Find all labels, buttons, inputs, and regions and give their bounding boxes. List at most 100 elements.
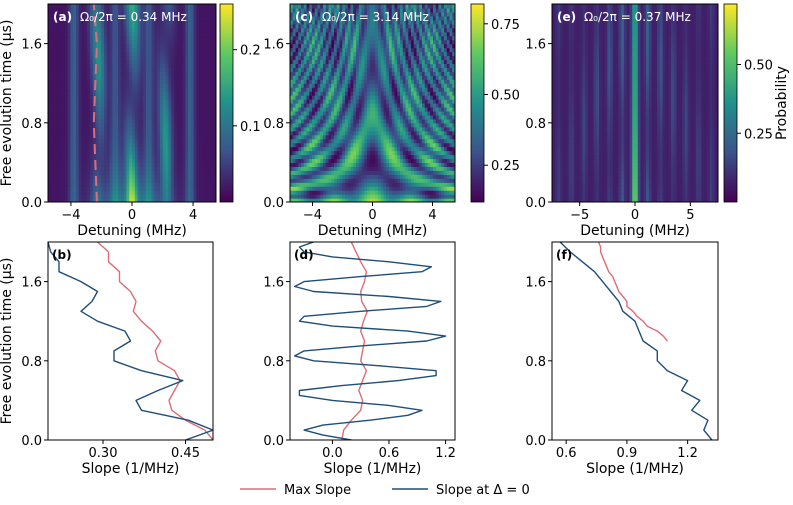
- heatmap-a-cell: [132, 7, 136, 13]
- heatmap-a-cell: [115, 51, 119, 57]
- heatmap-c-cell: [375, 178, 379, 183]
- heatmap-a-cell: [210, 190, 214, 195]
- heatmap-c-cell: [320, 87, 324, 92]
- heatmap-a-cell: [67, 47, 71, 53]
- heatmap-a-cell: [210, 35, 214, 41]
- heatmap-c-cell: [389, 130, 393, 136]
- heatmap-a-cell: [59, 75, 63, 80]
- heatmap-a-cell: [115, 114, 119, 120]
- heatmap-a-cell: [84, 75, 88, 80]
- heatmap-a-cell: [137, 67, 141, 72]
- heatmap-a-cell: [87, 103, 91, 108]
- heatmap-a-cell: [160, 138, 164, 144]
- heatmap-c-cell: [386, 146, 390, 152]
- heatmap-c-cell: [378, 130, 382, 136]
- heatmap-a-cell: [162, 174, 167, 179]
- heatmap-a-cell: [53, 122, 57, 128]
- heatmap-c-cell: [367, 75, 371, 80]
- heatmap-a-cell: [92, 182, 97, 187]
- heatmap-a-cell: [134, 146, 139, 152]
- heatmap-c-cell: [328, 138, 332, 144]
- heatmap-a-cell: [129, 142, 133, 148]
- heatmap-c-cell: [298, 103, 302, 108]
- heatmap-a-cell: [59, 106, 63, 112]
- heatmap-a-cell: [179, 23, 183, 29]
- heatmap-c-cell: [314, 198, 319, 202]
- heatmap-a-cell: [160, 114, 164, 120]
- heatmap-a-cell: [101, 63, 105, 68]
- heatmap-a-cell: [109, 91, 113, 96]
- heatmap-a-cell: [73, 39, 77, 45]
- heatmap-a-cell: [143, 79, 147, 84]
- heatmap-a-cell: [56, 35, 60, 41]
- heatmap-a-cell: [50, 99, 55, 104]
- heatmap-c-cell: [446, 182, 451, 187]
- heatmap-a-cell: [90, 198, 94, 202]
- heatmap-a-cell: [59, 7, 63, 13]
- heatmap-a-cell: [188, 158, 192, 163]
- heatmap-c-cell: [424, 110, 429, 116]
- heatmap-a-cell: [48, 118, 52, 124]
- heatmap-a-cell: [70, 174, 74, 179]
- heatmap-c-cell: [427, 146, 431, 152]
- heatmap-a-cell: [109, 158, 113, 163]
- heatmap-c-cell: [405, 190, 409, 195]
- heatmap-c-cell: [419, 91, 423, 96]
- heatmap-a-cell: [132, 142, 136, 148]
- heatmap-c-cell: [444, 106, 448, 112]
- heatmap-c-cell: [375, 83, 379, 88]
- heatmap-a-cell: [134, 39, 139, 45]
- heatmap-c-cell: [389, 75, 393, 80]
- heatmap-c-cell: [301, 138, 305, 144]
- heatmap-c-cell: [331, 166, 335, 171]
- colorbar-a-ticks: 0.10.2: [233, 44, 261, 135]
- heatmap-c-cell: [312, 162, 316, 167]
- heatmap-c-cell: [358, 83, 363, 88]
- heatmap-c-cell: [336, 178, 341, 183]
- heatmap-c-cell: [364, 186, 368, 191]
- heatmap-c-cell: [427, 154, 431, 160]
- heatmap-c-cell: [325, 122, 330, 128]
- heatmap-a-cell: [120, 35, 125, 41]
- heatmap-c-cell: [394, 174, 398, 179]
- heatmap-a-cell: [48, 75, 52, 80]
- heatmap-a-cell: [176, 174, 181, 179]
- heatmap-c-cell: [441, 190, 445, 195]
- heatmap-a-cell: [188, 59, 192, 64]
- heatmap-a-cell: [207, 150, 211, 156]
- heatmap-a-cell: [115, 198, 119, 202]
- heatmap-c-cell: [309, 75, 313, 80]
- heatmap-a-cell: [160, 174, 164, 179]
- heatmap-c-cell: [397, 134, 401, 140]
- heatmap-c-cell: [430, 103, 434, 108]
- heatmap-a-cell: [202, 146, 206, 152]
- heatmap-c-cell: [292, 71, 297, 76]
- heatmap-c-cell: [449, 146, 453, 152]
- heatmap-a-cell: [168, 174, 172, 179]
- heatmap-c-cell: [380, 182, 385, 187]
- heatmap-a-cell: [73, 174, 77, 179]
- heatmap-a-cell: [190, 11, 195, 17]
- heatmap-c-cell: [405, 178, 409, 183]
- heatmap-c-cell: [449, 154, 453, 160]
- heatmap-a-cell: [87, 75, 91, 80]
- heatmap-c-cell: [290, 162, 294, 167]
- heatmap-a-cell: [64, 79, 69, 84]
- heatmap-c-cell: [400, 106, 404, 112]
- heatmap-a-cell: [174, 55, 178, 61]
- heatmap-a-cell: [64, 106, 69, 112]
- heatmap-c-cell: [419, 186, 423, 191]
- heatmap-a-cell: [98, 11, 102, 17]
- heatmap-c-cell: [320, 142, 324, 148]
- heatmap-a-cell: [87, 162, 91, 167]
- heatmap-a-cell: [62, 170, 66, 175]
- heatmap-a-cell: [193, 51, 197, 57]
- heatmap-c-cell: [301, 198, 305, 202]
- heatmap-a-cell: [84, 142, 88, 148]
- heatmap-a-cell: [154, 114, 158, 120]
- heatmap-a-cell: [137, 182, 141, 187]
- heatmap-a-cell: [92, 122, 97, 128]
- heatmap-a-cell: [101, 110, 105, 116]
- heatmap-c-cell: [372, 190, 376, 195]
- heatmap-c-cell: [328, 134, 332, 140]
